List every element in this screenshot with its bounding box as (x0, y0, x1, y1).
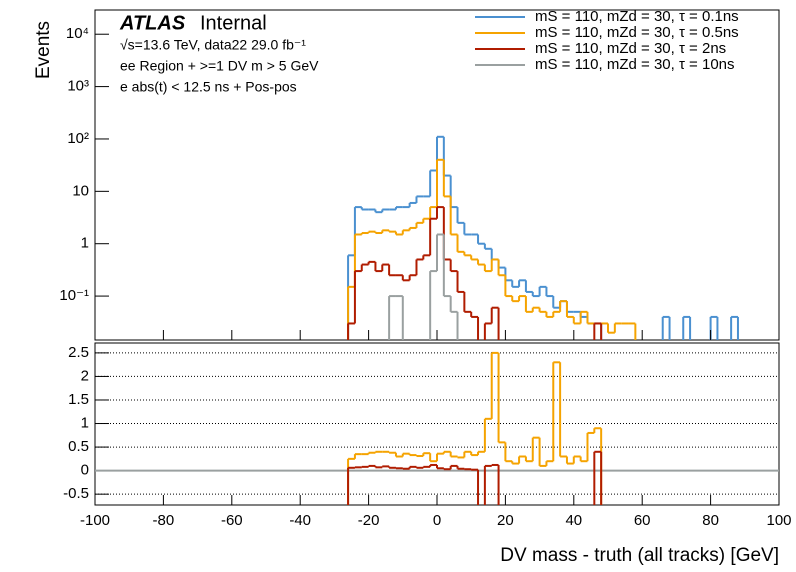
x-tick-label: -60 (221, 512, 243, 529)
x-tick-label: -20 (358, 512, 380, 529)
atlas-label: ATLAS (119, 12, 186, 34)
x-axis-label: DV mass - truth (all tracks) [GeV] (500, 545, 779, 566)
y-tick-label: 1.5 (68, 391, 89, 408)
y-tick-label: 1 (81, 414, 89, 431)
annotation: ee Region + >=1 DV m > 5 GeV (120, 58, 319, 74)
x-tick-label: -40 (289, 512, 311, 529)
x-tick-label: 60 (634, 512, 651, 529)
legend-label: mS = 110, mZd = 30, τ = 0.1ns (535, 8, 739, 25)
legend-label: mS = 110, mZd = 30, τ = 10ns (535, 56, 735, 73)
y-tick-label: 10³ (67, 78, 89, 95)
annotation: e abs(t) < 12.5 ns + Pos-pos (120, 79, 297, 95)
y-tick-label: 10² (67, 130, 89, 147)
y-tick-label: 0.5 (68, 438, 89, 455)
x-tick-label: -100 (80, 512, 110, 529)
y-axis-label: Events (33, 21, 54, 79)
y-tick-label: -0.5 (63, 485, 89, 502)
y-tick-label: 0 (81, 462, 89, 479)
y-tick-label: 10⁴ (66, 25, 89, 42)
x-tick-label: -80 (153, 512, 175, 529)
x-tick-label: 20 (497, 512, 514, 529)
y-tick-label: 10 (72, 182, 89, 199)
y-tick-label: 1 (81, 235, 89, 252)
x-tick-label: 0 (433, 512, 441, 529)
y-tick-label: 2.5 (68, 344, 89, 361)
annotation: √s=13.6 TeV, data22 29.0 fb⁻¹ (120, 37, 306, 53)
x-tick-label: 80 (702, 512, 719, 529)
x-tick-label: 100 (766, 512, 791, 529)
x-tick-label: 40 (565, 512, 582, 529)
atlas-status: Internal (200, 12, 267, 34)
legend-label: mS = 110, mZd = 30, τ = 2ns (535, 40, 726, 57)
y-tick-label: 2 (81, 367, 89, 384)
y-tick-label: 10⁻¹ (59, 287, 89, 304)
legend-label: mS = 110, mZd = 30, τ = 0.5ns (535, 24, 739, 41)
